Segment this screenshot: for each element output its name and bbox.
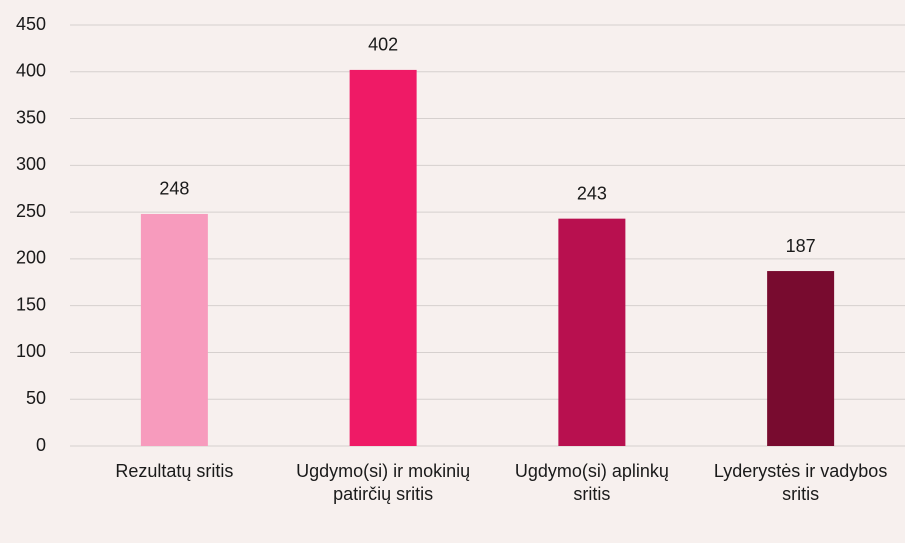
x-tick-label: Ugdymo(si) ir mokinių patirčių sritis (296, 461, 471, 504)
y-tick-label: 200 (16, 248, 46, 268)
bar (140, 213, 208, 446)
x-tick-label: Lyderystės ir vadybos sritis (713, 461, 888, 504)
y-tick-label: 150 (16, 294, 46, 314)
y-tick-label: 300 (16, 154, 46, 174)
y-tick-label: 250 (16, 201, 46, 221)
y-tick-label: 50 (26, 388, 46, 408)
data-label: 402 (368, 35, 398, 55)
y-tick-label: 350 (16, 107, 46, 127)
bar (767, 271, 835, 446)
data-label: 187 (786, 236, 816, 256)
bar (349, 69, 417, 446)
x-tick-label: Ugdymo(si) aplinkų sritis (514, 461, 669, 504)
y-tick-label: 0 (36, 435, 46, 455)
y-tick-label: 450 (16, 14, 46, 34)
bar (558, 218, 626, 446)
data-label: 243 (577, 183, 607, 203)
data-label: 248 (159, 179, 189, 199)
y-tick-label: 400 (16, 61, 46, 81)
y-tick-label: 100 (16, 341, 46, 361)
x-tick-label: Rezultatų sritis (115, 461, 234, 481)
